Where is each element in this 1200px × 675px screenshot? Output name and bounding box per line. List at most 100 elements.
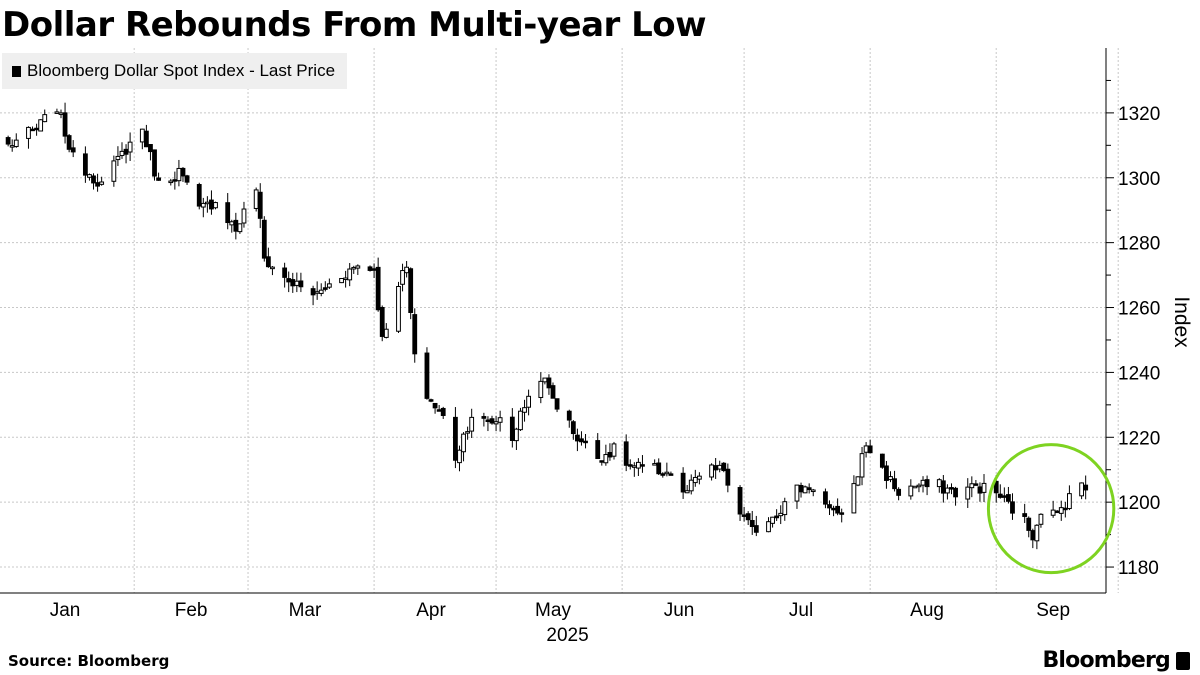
candle <box>554 398 560 413</box>
candle <box>981 474 987 502</box>
candle <box>229 219 235 233</box>
candle <box>457 445 462 472</box>
candle <box>770 516 775 528</box>
candle <box>550 382 556 399</box>
candle-body <box>668 473 674 476</box>
candle-body <box>745 513 751 521</box>
candle-body <box>599 460 605 463</box>
candle-body <box>798 485 804 493</box>
candle <box>607 443 613 461</box>
candle <box>66 134 72 153</box>
candle <box>286 271 292 293</box>
candle-body <box>863 445 869 453</box>
candle <box>794 484 800 509</box>
candle-body <box>115 155 121 161</box>
candle <box>920 476 926 493</box>
candle-body <box>924 479 930 488</box>
candle-body <box>684 490 690 494</box>
candle-body <box>91 175 96 184</box>
candle <box>802 485 808 494</box>
candle-body <box>538 380 544 398</box>
candle-body <box>326 283 332 288</box>
candle <box>298 272 304 293</box>
candle-body <box>603 454 609 464</box>
candle-body <box>30 128 35 132</box>
candle <box>70 140 76 158</box>
candle <box>1006 486 1011 504</box>
candle-body <box>993 480 999 494</box>
candle <box>176 159 182 187</box>
candle-body <box>143 130 149 148</box>
candle-body <box>570 421 576 435</box>
candle-body <box>493 421 499 425</box>
candle <box>58 109 64 119</box>
candle <box>924 475 930 496</box>
candle <box>721 462 727 473</box>
candle-body <box>546 377 552 389</box>
candle <box>469 408 475 439</box>
candle-body <box>497 417 503 423</box>
candle-body <box>119 150 125 157</box>
candle <box>290 272 296 293</box>
candle <box>660 472 666 478</box>
candle <box>424 347 430 400</box>
candle-body <box>737 487 743 515</box>
candle-body <box>371 268 377 271</box>
candle <box>526 389 532 416</box>
candle-body <box>721 462 727 472</box>
candle-body <box>298 280 304 288</box>
candle-body <box>680 472 686 493</box>
candle-body <box>831 507 836 511</box>
candle-body <box>595 440 601 460</box>
candle <box>367 265 373 272</box>
candle <box>908 479 914 500</box>
candle-body <box>54 111 60 114</box>
candle <box>148 144 153 161</box>
candle-body <box>176 167 182 182</box>
y-tick-label: 1200 <box>1118 493 1160 514</box>
candle-body <box>469 416 475 432</box>
candle <box>1079 482 1085 500</box>
candle <box>631 462 637 477</box>
candle-body <box>936 479 942 488</box>
candle <box>774 509 780 521</box>
candle <box>318 283 324 297</box>
candle-body <box>827 504 832 509</box>
candle <box>168 178 174 186</box>
candle <box>579 431 584 446</box>
candle <box>371 263 377 279</box>
candle-body <box>774 515 780 519</box>
x-tick-label: Aug <box>910 600 944 621</box>
candle-body <box>607 452 613 458</box>
candle <box>180 167 186 182</box>
candle <box>717 460 723 473</box>
candle-body <box>343 277 349 281</box>
candle-body <box>1022 513 1028 517</box>
candle <box>156 172 161 181</box>
candle <box>538 372 544 404</box>
candle-body <box>566 410 572 421</box>
candle-body <box>896 488 902 496</box>
candle-body <box>879 453 885 468</box>
candle <box>827 500 832 516</box>
candlesticks <box>5 102 1089 550</box>
candle <box>859 447 865 486</box>
legend-label: Bloomberg Dollar Spot Index - Last Price <box>27 61 336 80</box>
candle-body <box>656 462 662 475</box>
candle-body <box>70 147 76 153</box>
candle <box>1054 510 1060 514</box>
candle <box>668 471 674 476</box>
candle <box>347 263 353 287</box>
candle <box>355 264 361 275</box>
candle <box>428 398 434 403</box>
candle <box>172 171 178 190</box>
candle <box>400 263 405 292</box>
candle-body <box>709 464 714 478</box>
candle-body <box>237 223 243 233</box>
candle <box>184 174 190 185</box>
candle-body <box>233 219 239 232</box>
highlight-ellipse <box>986 443 1116 575</box>
candle <box>1010 493 1015 520</box>
candle <box>574 428 580 452</box>
y-tick-label: 1220 <box>1118 428 1160 449</box>
